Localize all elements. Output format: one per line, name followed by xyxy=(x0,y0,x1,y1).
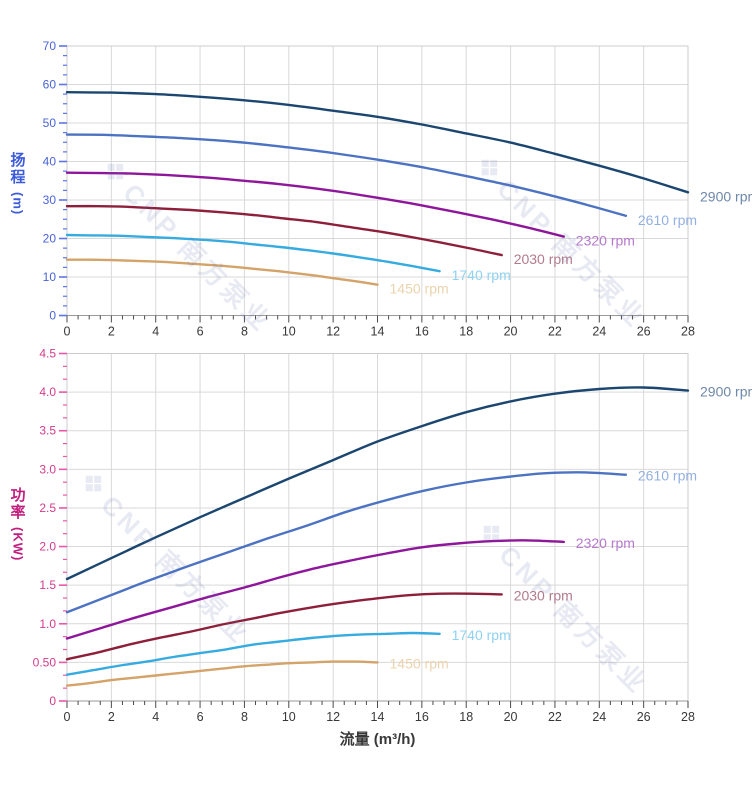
x-tick-label: 16 xyxy=(415,325,429,339)
x-tick-label: 6 xyxy=(197,325,204,339)
head-vs-flow-chart-curve-2030 xyxy=(65,204,503,257)
series-label-2900: 2900 rpm xyxy=(700,188,752,204)
power-vs-flow-chart: 0 2 4 6 8 10 12 14 16 18 20 22 24 26 2800.501.01.52.02… xyxy=(33,347,752,725)
head-vs-flow-chart-curve-2320 xyxy=(65,171,565,238)
x-tick-label: 26 xyxy=(637,325,651,339)
x-tick-label: 8 xyxy=(241,710,248,724)
series-label-1450: 1450 rpm xyxy=(390,655,449,671)
x-tick-label: 4 xyxy=(152,325,159,339)
y-tick-label: 3.0 xyxy=(39,462,56,476)
y-tick-label: 20 xyxy=(43,232,57,246)
x-tick-label: 8 xyxy=(241,325,248,339)
power-axis-title-char: 率 xyxy=(10,504,26,521)
x-tick-label: 18 xyxy=(459,325,473,339)
y-tick-label: 0.50 xyxy=(33,655,57,669)
y-tick-label: 60 xyxy=(43,78,57,92)
series-label-1450: 1450 rpm xyxy=(390,281,449,297)
x-tick-label: 16 xyxy=(415,710,429,724)
y-tick-label: 0 xyxy=(49,694,56,708)
y-tick-label: 70 xyxy=(43,39,57,53)
series-label-2320: 2320 rpm xyxy=(576,233,635,249)
head-axis-title-char: 程 xyxy=(10,169,26,186)
x-tick-label: 26 xyxy=(637,710,651,724)
power-vs-flow-chart-curve-2030 xyxy=(65,592,503,661)
head-vs-flow-chart-curve-1450 xyxy=(65,258,379,286)
flow-axis-title: 流量 (m³/h) xyxy=(339,731,416,748)
x-tick-label: 20 xyxy=(504,710,518,724)
x-tick-label: 20 xyxy=(504,325,518,339)
x-tick-label: 0 xyxy=(64,325,71,339)
head-axis-title: 扬 程 (m) xyxy=(6,152,30,215)
x-tick-label: 12 xyxy=(326,710,340,724)
power-vs-flow-chart-curve-2900 xyxy=(65,386,690,581)
series-label-2030: 2030 rpm xyxy=(514,251,573,267)
y-tick-label: 3.5 xyxy=(39,424,56,438)
y-tick-label: 30 xyxy=(43,193,57,207)
series-label-2610: 2610 rpm xyxy=(638,468,697,484)
x-tick-label: 12 xyxy=(326,325,340,339)
power-vs-flow-chart-curve-2610 xyxy=(65,471,628,614)
x-tick-label: 24 xyxy=(592,710,606,724)
power-vs-flow-chart-curve-2320 xyxy=(65,539,565,640)
y-tick-label: 4.5 xyxy=(39,347,56,361)
power-axis-unit: (KW) xyxy=(10,527,26,562)
power-vs-flow-chart-curve-1740 xyxy=(65,631,441,676)
y-tick-label: 2.0 xyxy=(39,540,56,554)
head-axis-unit: (m) xyxy=(10,192,26,216)
series-label-2900: 2900 rpm xyxy=(700,384,752,400)
y-tick-label: 1.0 xyxy=(39,617,56,631)
x-tick-label: 18 xyxy=(459,710,473,724)
head-vs-flow-chart-curve-2610 xyxy=(65,133,628,217)
y-tick-label: 2.5 xyxy=(39,501,56,515)
x-tick-label: 22 xyxy=(548,710,562,724)
x-tick-label: 6 xyxy=(197,710,204,724)
head-vs-flow-chart: 0 2 4 6 8 10 12 14 16 18 20 22 24 26 28010203040506070… xyxy=(43,39,752,339)
power-axis-title: 功 率 (KW) xyxy=(6,487,30,561)
x-tick-label: 28 xyxy=(681,710,695,724)
y-tick-label: 4.0 xyxy=(39,385,56,399)
power-vs-flow-chart-curve-1450 xyxy=(65,660,379,687)
x-tick-label: 0 xyxy=(64,710,71,724)
x-tick-label: 4 xyxy=(152,710,159,724)
y-tick-label: 0 xyxy=(49,309,56,323)
x-tick-label: 10 xyxy=(282,325,296,339)
x-tick-label: 28 xyxy=(681,325,695,339)
x-tick-label: 24 xyxy=(592,325,606,339)
x-tick-label: 14 xyxy=(371,325,385,339)
x-tick-label: 2 xyxy=(108,325,115,339)
series-label-2030: 2030 rpm xyxy=(514,587,573,603)
y-tick-label: 10 xyxy=(43,270,57,284)
x-tick-label: 10 xyxy=(282,710,296,724)
y-tick-label: 50 xyxy=(43,116,57,130)
head-vs-flow-chart-curve-2900 xyxy=(65,91,690,194)
x-tick-label: 2 xyxy=(108,710,115,724)
series-label-2610: 2610 rpm xyxy=(638,212,697,228)
series-label-2320: 2320 rpm xyxy=(576,535,635,551)
power-axis-title-char: 功 xyxy=(10,487,26,504)
head-vs-flow-chart-curve-1740 xyxy=(65,233,441,273)
y-tick-label: 1.5 xyxy=(39,578,56,592)
y-tick-label: 40 xyxy=(43,155,57,169)
x-tick-label: 14 xyxy=(371,710,385,724)
series-label-1740: 1740 rpm xyxy=(452,627,511,643)
head-axis-title-char: 扬 xyxy=(10,152,26,169)
x-tick-label: 22 xyxy=(548,325,562,339)
series-label-1740: 1740 rpm xyxy=(452,267,511,283)
